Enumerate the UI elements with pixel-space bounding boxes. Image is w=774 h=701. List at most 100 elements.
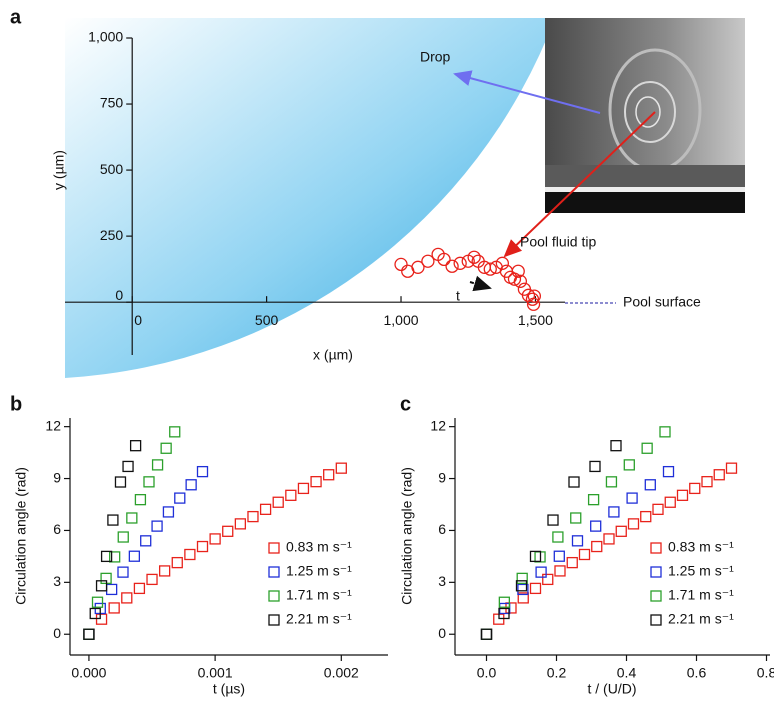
legend-label: 2.21 m s⁻¹ (286, 611, 352, 627)
point (480, 628, 493, 640)
point (547, 514, 559, 526)
point (133, 582, 146, 595)
point (160, 442, 172, 454)
point (121, 592, 133, 604)
point (134, 494, 147, 506)
point (608, 506, 620, 518)
point (662, 465, 675, 478)
xray-image (545, 18, 745, 213)
y-tick-label: 0 (115, 287, 123, 303)
point (610, 440, 622, 452)
annotation: Pool fluid tip (520, 234, 596, 250)
point (701, 476, 713, 488)
point (259, 503, 272, 515)
point (515, 580, 528, 592)
point (590, 520, 602, 532)
y-tick-label: 0 (53, 625, 61, 641)
y-tick-label: 250 (100, 227, 124, 243)
point (640, 510, 652, 523)
point (495, 256, 510, 270)
y-tick-label: 6 (438, 521, 446, 537)
point (122, 460, 134, 473)
point (109, 551, 121, 563)
x-tick-label: 0.8 (757, 665, 774, 681)
point (247, 510, 259, 523)
point (95, 613, 108, 625)
y-tick-label: 6 (53, 521, 61, 537)
point (297, 482, 310, 495)
point (83, 628, 95, 640)
x-axis-title: t / (U/D) (588, 681, 637, 697)
point (623, 459, 635, 471)
point (91, 596, 104, 608)
drop-shape (65, 18, 555, 378)
point (483, 262, 497, 276)
point (507, 272, 522, 286)
point (689, 482, 701, 495)
point (664, 496, 676, 508)
legend-label: 1.71 m s⁻¹ (286, 587, 352, 603)
point (659, 426, 671, 438)
point (184, 548, 196, 561)
point (566, 556, 578, 569)
legend-label: 1.71 m s⁻¹ (668, 587, 734, 603)
annotation: Drop (420, 49, 451, 65)
point (445, 259, 459, 273)
point (480, 628, 493, 640)
point (285, 489, 297, 501)
y-tick-label: 0 (438, 625, 446, 641)
point (162, 506, 175, 518)
point (310, 476, 322, 488)
point (517, 592, 529, 604)
point (146, 573, 158, 586)
x-tick-label: 0.4 (617, 665, 637, 681)
point (83, 628, 95, 640)
point (571, 535, 584, 547)
x-tick-label: 0.001 (198, 665, 233, 681)
point (129, 440, 142, 452)
point (107, 514, 119, 526)
point (128, 550, 141, 562)
point (591, 540, 603, 553)
y-tick-label: 9 (53, 469, 61, 485)
point (272, 496, 284, 508)
point (529, 582, 542, 595)
point (527, 289, 542, 303)
point (589, 460, 601, 473)
point (114, 476, 127, 488)
point (498, 607, 510, 620)
y-tick-label: 9 (438, 469, 446, 485)
point (542, 573, 554, 586)
point (535, 566, 547, 578)
y-tick-label: 500 (100, 161, 124, 177)
x-tick-label: 1,000 (383, 312, 418, 328)
point (480, 628, 493, 640)
point (552, 531, 564, 543)
point (516, 572, 528, 585)
legend-swatch (650, 542, 662, 554)
panel-label: b (10, 393, 22, 415)
legend-swatch (650, 614, 662, 626)
legend-swatch (650, 566, 662, 578)
point (526, 297, 541, 311)
y-axis-title: Circulation angle (rad) (13, 467, 29, 605)
point (140, 535, 152, 547)
point (143, 476, 155, 488)
legend-label: 2.21 m s⁻¹ (668, 611, 734, 627)
point (108, 602, 120, 614)
point (89, 607, 101, 620)
legend-swatch (650, 590, 662, 602)
y-tick-label: 750 (100, 95, 124, 111)
x-axis-title: x (µm) (313, 347, 353, 363)
point (411, 260, 425, 274)
point (554, 565, 566, 577)
x-axis-title: t (µs) (213, 681, 245, 697)
point (185, 479, 197, 491)
point (480, 628, 493, 640)
y-axis-title: Circulation angle (rad) (399, 467, 415, 605)
point (529, 550, 542, 563)
y-tick-label: 3 (53, 573, 61, 589)
x-tick-label: 1,500 (518, 312, 553, 328)
point (105, 583, 118, 596)
